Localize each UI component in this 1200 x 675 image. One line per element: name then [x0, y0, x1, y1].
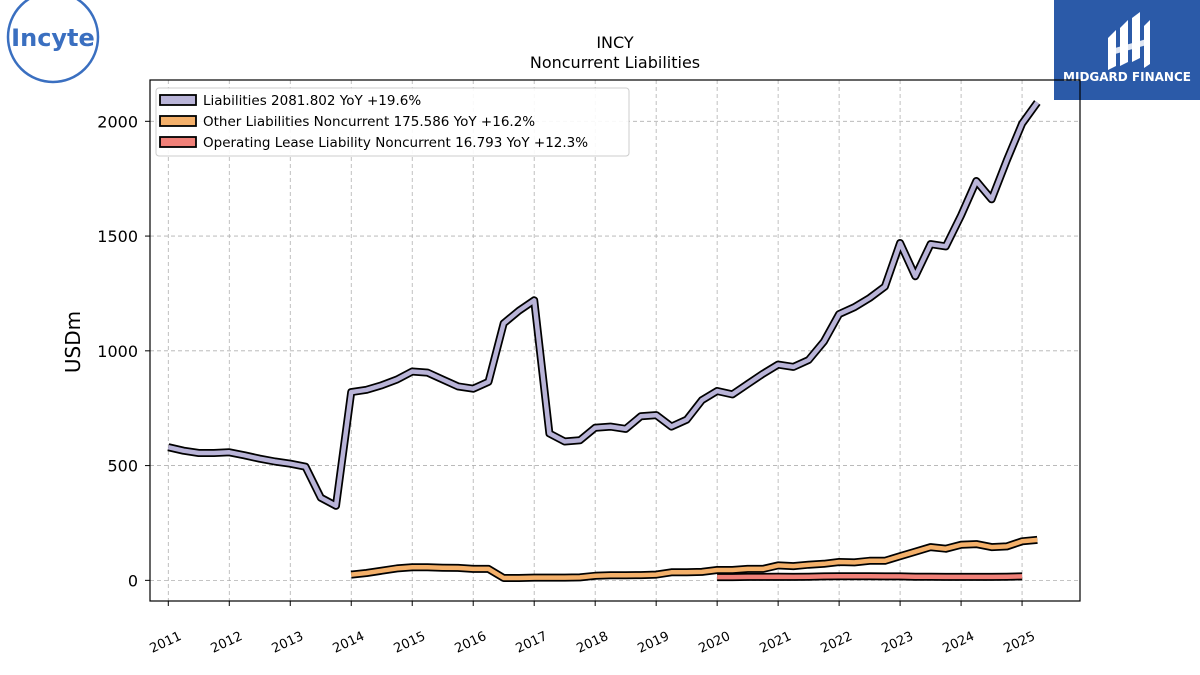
series-lines	[167, 100, 1041, 582]
plot-frame	[149, 79, 1081, 602]
company-logo: Incyte	[6, 0, 100, 84]
chart-subtitle: Noncurrent Liabilities	[530, 53, 700, 72]
x-tick-label: 2013	[270, 629, 306, 657]
x-tick-label: 2012	[209, 629, 245, 657]
y-axis-ticks: 0 500 1000 1500 2000	[97, 112, 150, 590]
x-tick-label: 2017	[514, 629, 550, 657]
company-logo-text: Incyte	[11, 24, 95, 52]
legend-box	[155, 87, 630, 157]
y-tick-label: 2000	[97, 112, 138, 131]
grid-lines	[150, 80, 1080, 601]
x-tick-label: 2025	[1001, 629, 1037, 657]
x-tick-label: 2016	[453, 629, 489, 657]
legend-swatch	[159, 94, 197, 106]
series-2-line	[350, 535, 1038, 582]
y-tick-label: 1500	[97, 227, 138, 246]
legend-item: Operating Lease Liability Noncurrent 16.…	[159, 135, 588, 151]
x-tick-label: 2019	[636, 629, 672, 657]
legend-swatch	[159, 115, 197, 127]
company-logo-ring	[6, 0, 100, 84]
x-axis-ticks: 2011 2012 2013 2014 2015 2016 2017 2018 2019 2020…	[148, 601, 1038, 657]
series-line-core	[350, 537, 1038, 581]
x-tick-label: 2015	[392, 629, 428, 657]
legend-swatch	[159, 136, 197, 148]
chart-title: INCY	[596, 33, 634, 52]
series-line-core	[717, 573, 1023, 580]
legend-item: Other Liabilities Noncurrent 175.586 YoY…	[159, 114, 535, 130]
x-tick-label: 2022	[818, 629, 854, 657]
legend-label: Operating Lease Liability Noncurrent 16.…	[203, 135, 588, 151]
x-tick-label: 2014	[331, 629, 367, 657]
x-tick-label: 2021	[757, 629, 793, 657]
series-line-core	[167, 101, 1040, 509]
x-tick-label: 2018	[575, 629, 611, 657]
legend: Liabilities 2081.802 YoY +19.6% Other Lia…	[155, 87, 630, 157]
x-tick-label: 2011	[148, 629, 184, 657]
x-tick-label: 2024	[940, 629, 976, 657]
legend-label: Liabilities 2081.802 YoY +19.6%	[203, 93, 421, 109]
brand-logo: MIDGARD FINANCE	[1054, 0, 1200, 100]
legend-item: Liabilities 2081.802 YoY +19.6%	[159, 93, 421, 109]
x-tick-label: 2020	[697, 629, 733, 657]
brand-mark-icon	[1108, 12, 1150, 70]
series-3-line	[717, 572, 1023, 582]
series-line-outline	[167, 100, 1041, 510]
series-1-line	[167, 100, 1041, 510]
legend-label: Other Liabilities Noncurrent 175.586 YoY…	[203, 114, 535, 130]
y-tick-label: 0	[128, 571, 138, 590]
brand-name: MIDGARD FINANCE	[1063, 70, 1191, 84]
x-tick-label: 2023	[879, 629, 915, 657]
y-axis-label: USDm	[61, 311, 85, 373]
y-tick-label: 1000	[97, 342, 138, 361]
y-tick-label: 500	[107, 457, 138, 476]
